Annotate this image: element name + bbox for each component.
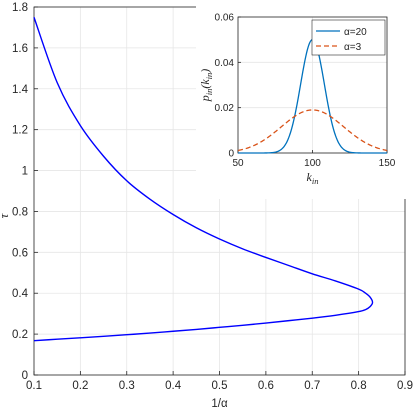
main-x-ticks: 0.1 0.2 0.3 0.4 0.5 0.6 0.7 0.8 0.9 <box>26 371 413 392</box>
inset-y-tick-label: 0.02 <box>215 103 235 114</box>
main-y-tick-label: 1.2 <box>12 125 28 137</box>
main-x-tick-label: 0.6 <box>258 380 274 392</box>
inset-x-tick-label: 100 <box>304 158 321 169</box>
main-x-tick-label: 0.8 <box>351 380 367 392</box>
inset-y-tick-label: 0 <box>228 149 234 160</box>
legend-box <box>311 19 386 56</box>
main-x-tick-label: 0.1 <box>26 380 42 392</box>
inset-x-tick-label: 50 <box>232 158 244 169</box>
inset-y-tick-label: 0.04 <box>215 58 235 69</box>
main-series-line <box>33 16 374 342</box>
inset-y-tick-label: 0.06 <box>215 13 235 24</box>
main-y-tick-label: 1 <box>22 166 28 178</box>
legend-label-alpha3: α=3 <box>344 42 362 53</box>
main-x-tick-label: 0.4 <box>165 380 182 392</box>
main-y-tick-label: 0 <box>22 370 28 382</box>
main-x-axis-label: 1/α <box>211 398 228 410</box>
inset-x-axis-label: kin <box>307 170 319 186</box>
legend-label-alpha20: α=20 <box>344 27 367 38</box>
main-y-axis-label: τ <box>0 212 11 218</box>
main-x-tick-label: 0.9 <box>397 380 413 392</box>
main-x-tick-label: 0.2 <box>72 380 88 392</box>
main-x-tick-label: 0.5 <box>212 380 228 392</box>
main-y-ticks: 0 0.2 0.4 0.6 0.8 1 1.2 1.4 1.6 1.8 <box>12 2 38 382</box>
inset-legend: α=20 α=3 <box>311 19 386 56</box>
inset-series-alpha3-line <box>237 109 388 152</box>
main-y-tick-label: 1.6 <box>12 43 28 55</box>
main-y-tick-label: 1.4 <box>12 84 29 96</box>
main-x-tick-label: 0.7 <box>304 380 320 392</box>
main-y-tick-label: 0.4 <box>12 288 29 300</box>
main-x-tick-label: 0.3 <box>119 380 135 392</box>
main-y-tick-label: 1.8 <box>12 2 28 14</box>
inset-x-tick-label: 150 <box>379 158 396 169</box>
main-y-tick-label: 0.6 <box>12 247 28 259</box>
main-y-tick-label: 0.8 <box>12 206 28 218</box>
main-y-tick-label: 0.2 <box>12 329 28 341</box>
